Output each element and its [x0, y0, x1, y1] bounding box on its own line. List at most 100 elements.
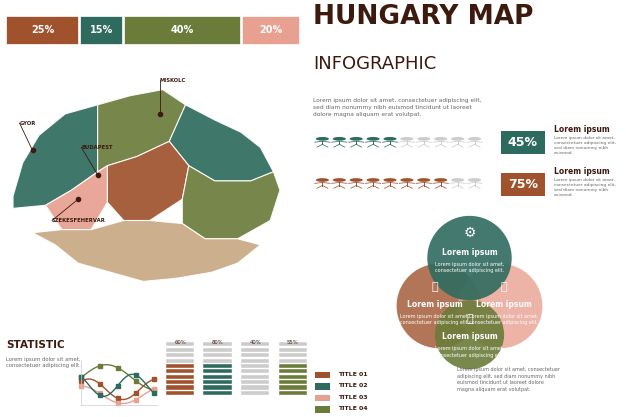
FancyBboxPatch shape — [6, 16, 78, 44]
Text: GYOR: GYOR — [19, 121, 36, 126]
FancyBboxPatch shape — [203, 380, 232, 384]
Circle shape — [434, 137, 447, 141]
Text: 45%: 45% — [508, 136, 538, 149]
Circle shape — [349, 178, 363, 182]
Polygon shape — [98, 90, 185, 172]
Text: 25%: 25% — [31, 25, 54, 35]
Circle shape — [451, 178, 464, 182]
Circle shape — [468, 137, 481, 141]
Text: Lorem ipsum dolor sit amet,
consectetuer adipiscing elit.: Lorem ipsum dolor sit amet, consectetuer… — [435, 347, 504, 358]
FancyBboxPatch shape — [241, 364, 269, 368]
Text: Lorem ipsum dolor sit amet,
consectetuer adipiscing elit.: Lorem ipsum dolor sit amet, consectetuer… — [400, 314, 470, 325]
FancyBboxPatch shape — [242, 16, 299, 44]
Text: TITLE 02: TITLE 02 — [338, 384, 367, 389]
FancyBboxPatch shape — [501, 173, 545, 196]
Text: TITLE 03: TITLE 03 — [338, 395, 367, 400]
Circle shape — [383, 137, 397, 141]
FancyBboxPatch shape — [166, 342, 194, 347]
FancyBboxPatch shape — [279, 342, 307, 347]
Polygon shape — [169, 105, 274, 181]
Text: 75%: 75% — [508, 178, 538, 191]
Circle shape — [397, 264, 481, 348]
Circle shape — [428, 216, 511, 300]
FancyBboxPatch shape — [279, 359, 307, 363]
Circle shape — [468, 178, 481, 182]
FancyBboxPatch shape — [166, 348, 194, 352]
FancyBboxPatch shape — [124, 16, 240, 44]
Text: 🚗: 🚗 — [501, 282, 507, 292]
Polygon shape — [13, 105, 98, 208]
FancyBboxPatch shape — [166, 385, 194, 389]
Circle shape — [367, 178, 379, 182]
FancyBboxPatch shape — [166, 359, 194, 363]
Text: INFOGRAPHIC: INFOGRAPHIC — [313, 55, 436, 73]
Circle shape — [435, 300, 504, 369]
Text: Lorem ipsum dolor sit amet,
consectetuer adipiscing elit.: Lorem ipsum dolor sit amet, consectetuer… — [470, 314, 539, 325]
Circle shape — [401, 178, 413, 182]
FancyBboxPatch shape — [279, 375, 307, 379]
FancyBboxPatch shape — [241, 369, 269, 374]
FancyBboxPatch shape — [241, 375, 269, 379]
FancyBboxPatch shape — [203, 353, 232, 357]
Text: 20%: 20% — [259, 25, 282, 35]
Circle shape — [367, 137, 379, 141]
FancyBboxPatch shape — [203, 369, 232, 374]
Circle shape — [458, 264, 542, 348]
FancyBboxPatch shape — [203, 364, 232, 368]
Text: 60%: 60% — [174, 340, 186, 345]
Polygon shape — [108, 141, 189, 221]
Text: MISKOLC: MISKOLC — [160, 78, 186, 83]
Polygon shape — [46, 166, 108, 230]
FancyBboxPatch shape — [279, 391, 307, 395]
Text: 🏠: 🏠 — [466, 314, 473, 324]
FancyBboxPatch shape — [203, 348, 232, 352]
Circle shape — [316, 137, 329, 141]
FancyBboxPatch shape — [241, 380, 269, 384]
Circle shape — [316, 178, 329, 182]
Circle shape — [383, 178, 397, 182]
Text: Lorem ipsum: Lorem ipsum — [554, 125, 610, 134]
FancyBboxPatch shape — [80, 16, 123, 44]
FancyBboxPatch shape — [241, 391, 269, 395]
Text: Lorem ipsum: Lorem ipsum — [476, 299, 532, 309]
Text: Lorem ipsum: Lorem ipsum — [407, 299, 463, 309]
FancyBboxPatch shape — [314, 395, 331, 402]
Text: TITLE 01: TITLE 01 — [338, 372, 367, 377]
FancyBboxPatch shape — [279, 348, 307, 352]
FancyBboxPatch shape — [314, 407, 331, 413]
Text: TITLE 04: TITLE 04 — [338, 407, 367, 412]
Text: SZEKESFEHERVAR: SZEKESFEHERVAR — [52, 218, 106, 223]
Circle shape — [418, 137, 431, 141]
Text: Lorem ipsum: Lorem ipsum — [441, 332, 498, 341]
FancyBboxPatch shape — [166, 369, 194, 374]
Text: Lorem ipsum dolor sit amet, consectetuer adipiscing elit,
sed diam nonummy nibh : Lorem ipsum dolor sit amet, consectetuer… — [313, 98, 481, 117]
FancyBboxPatch shape — [314, 372, 331, 379]
Circle shape — [451, 137, 464, 141]
Circle shape — [349, 137, 363, 141]
FancyBboxPatch shape — [203, 375, 232, 379]
Circle shape — [434, 178, 447, 182]
FancyBboxPatch shape — [203, 385, 232, 389]
Text: 🎓: 🎓 — [432, 282, 438, 292]
FancyBboxPatch shape — [166, 380, 194, 384]
Text: 40%: 40% — [249, 340, 261, 345]
FancyBboxPatch shape — [279, 385, 307, 389]
FancyBboxPatch shape — [166, 375, 194, 379]
Text: STATISTIC: STATISTIC — [6, 340, 65, 350]
Text: Lorem ipsum dolor sit amet,
consectetuer adipiscing elit.: Lorem ipsum dolor sit amet, consectetuer… — [6, 357, 81, 368]
Text: Lorem ipsum: Lorem ipsum — [554, 167, 610, 176]
Text: ⚙: ⚙ — [463, 226, 476, 240]
Text: 15%: 15% — [90, 25, 113, 35]
FancyBboxPatch shape — [279, 364, 307, 368]
Text: Lorem ipsum: Lorem ipsum — [441, 248, 498, 257]
Circle shape — [418, 178, 431, 182]
Polygon shape — [33, 221, 260, 281]
FancyBboxPatch shape — [203, 342, 232, 347]
Circle shape — [333, 178, 346, 182]
FancyBboxPatch shape — [203, 391, 232, 395]
Text: Lorem ipsum dolor sit amet, consectetuer
adipiscing elit, sed diam nonummy nibh
: Lorem ipsum dolor sit amet, consectetuer… — [457, 367, 560, 392]
FancyBboxPatch shape — [166, 353, 194, 357]
Circle shape — [401, 137, 413, 141]
Circle shape — [333, 137, 346, 141]
FancyBboxPatch shape — [241, 353, 269, 357]
